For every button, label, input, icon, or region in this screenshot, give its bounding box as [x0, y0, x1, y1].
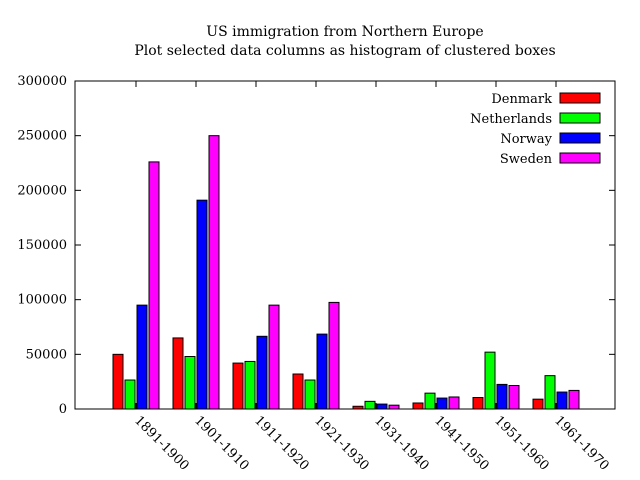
bar-netherlands-1961-1970: [544, 375, 556, 410]
chart-subtitle: Plot selected data columns as histogram …: [134, 43, 555, 59]
bar-norway-1931-1940: [376, 403, 388, 410]
x-tick-label: 1901-1910: [191, 413, 252, 474]
bar-netherlands-1941-1950: [424, 392, 436, 410]
x-tick-label: 1941-1950: [431, 413, 492, 474]
x-tick-label: 1951-1960: [491, 413, 552, 474]
bar-sweden-1911-1920: [268, 304, 280, 410]
bar-sweden-1951-1960: [508, 384, 520, 410]
y-tick-label: 250000: [17, 129, 67, 144]
chart-title: US immigration from Northern Europe: [206, 24, 483, 40]
legend-label-sweden: Sweden: [500, 152, 553, 167]
bar-sweden-1961-1970: [568, 389, 580, 410]
y-axis: 0 50000 100000 150000 200000 250000 300000: [17, 74, 615, 417]
x-tick-label: 1931-1940: [371, 413, 432, 474]
x-tick-label: 1891-1900: [131, 413, 192, 474]
x-tick-label: 1911-1920: [251, 413, 312, 474]
bar-netherlands-1911-1920: [244, 360, 256, 410]
bar-sweden-1921-1930: [328, 301, 340, 410]
bar-denmark-1951-1960: [472, 397, 484, 410]
bar-norway-1911-1920: [256, 335, 268, 410]
legend-swatch-netherlands: [559, 112, 601, 124]
legend-swatch-denmark: [559, 92, 601, 104]
legend-label-denmark: Denmark: [491, 92, 552, 107]
bars: [112, 135, 580, 410]
bar-denmark-1901-1910: [172, 337, 184, 410]
bar-denmark-1941-1950: [412, 402, 424, 410]
bar-netherlands-1921-1930: [304, 379, 316, 410]
bar-norway-1921-1930: [316, 333, 328, 410]
legend-label-norway: Norway: [500, 132, 552, 147]
bar-denmark-1961-1970: [532, 398, 544, 410]
legend-swatch-sweden: [559, 152, 601, 164]
bar-netherlands-1951-1960: [484, 351, 496, 410]
bar-norway-1951-1960: [496, 383, 508, 410]
bar-sweden-1891-1900: [148, 161, 160, 410]
bar-norway-1961-1970: [556, 391, 568, 410]
legend-swatch-norway: [559, 132, 601, 144]
bar-sweden-1931-1940: [388, 404, 400, 410]
y-tick-label: 100000: [17, 293, 67, 308]
y-tick-label: 50000: [26, 347, 67, 362]
bar-denmark-1891-1900: [112, 353, 124, 410]
x-tick-label: 1921-1930: [311, 413, 372, 474]
y-tick-label: 150000: [17, 238, 67, 253]
bar-sweden-1901-1910: [208, 135, 220, 410]
bar-denmark-1921-1930: [292, 373, 304, 410]
bar-norway-1941-1950: [436, 397, 448, 410]
y-tick-label: 0: [59, 402, 67, 417]
bar-norway-1891-1900: [136, 304, 148, 410]
legend-label-netherlands: Netherlands: [470, 112, 552, 127]
y-tick-label: 300000: [17, 74, 67, 89]
x-tick-label: 1961-1970: [551, 413, 612, 474]
bar-denmark-1911-1920: [232, 362, 244, 410]
bar-netherlands-1931-1940: [364, 400, 376, 410]
bar-norway-1901-1910: [196, 199, 208, 410]
bar-sweden-1941-1950: [448, 396, 460, 410]
y-tick-label: 200000: [17, 183, 67, 198]
plot-border: [74, 80, 616, 410]
bar-netherlands-1901-1910: [184, 356, 196, 410]
bar-netherlands-1891-1900: [124, 379, 136, 410]
legend: Denmark Netherlands Norway Sweden: [470, 92, 601, 167]
